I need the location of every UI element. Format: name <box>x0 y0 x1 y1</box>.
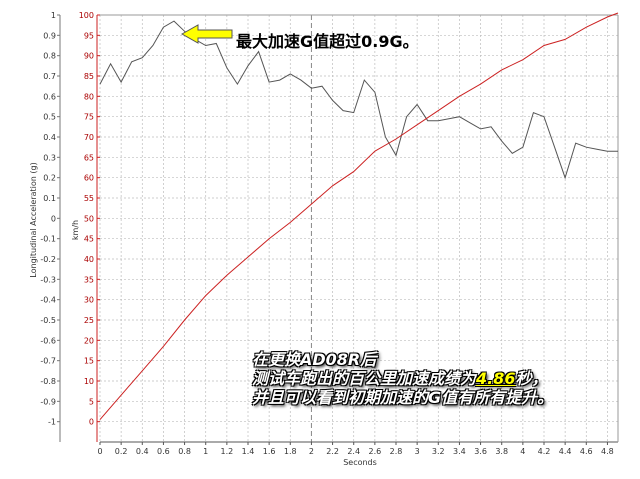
y-left-tick-label: 0.1 <box>43 194 56 203</box>
y-right-tick-label: 0 <box>89 418 94 427</box>
summary-time: 4.86 <box>476 369 516 388</box>
summary-line-2: 测试车跑出的百公里加速成绩为4.86秒， <box>252 369 553 388</box>
y-right-tick-label: 85 <box>84 72 94 81</box>
x-tick-label: 2 <box>309 447 314 456</box>
x-tick-label: 4.2 <box>538 447 551 456</box>
x-tick-label: 2.6 <box>368 447 381 456</box>
x-ticks: 0 0.2 0.4 0.6 0.8 1 1.2 1.4 1.6 1.8 2 2.2 2.4 2.6 2.8 3… <box>97 442 614 456</box>
yellow-arrow-icon <box>180 24 233 44</box>
y-right-tick-label: 100 <box>79 11 94 20</box>
y-right-axis-label: km/h <box>71 220 80 240</box>
y-left-tick-label: -0.3 <box>40 275 56 284</box>
summary-line-3: 并且可以看到初期加速的G值有所有提升。 <box>252 388 554 407</box>
x-tick-label: 3.8 <box>495 447 508 456</box>
x-tick-label: 1.2 <box>220 447 233 456</box>
y-right-ticks: 1009590858075706560555045403530252015105… <box>79 11 100 427</box>
x-tick-label: 2.2 <box>326 447 339 456</box>
y-left-tick-label: 0.9 <box>43 31 56 40</box>
y-right-tick-label: 30 <box>84 296 94 305</box>
y-right-tick-label: 10 <box>84 377 94 386</box>
x-tick-label: 3.2 <box>432 447 445 456</box>
y-right-tick-label: 75 <box>84 113 94 122</box>
y-right-tick-label: 20 <box>84 336 94 345</box>
annotation-arrow <box>180 24 233 44</box>
x-tick-label: 0.8 <box>178 447 191 456</box>
y-left-tick-label: 0.3 <box>43 153 56 162</box>
y-right-tick-label: 55 <box>84 194 94 203</box>
y-right-tick-label: 65 <box>84 153 94 162</box>
y-right-tick-label: 95 <box>84 31 94 40</box>
x-tick-label: 3.4 <box>453 447 466 456</box>
summary-line-2-pre: 测试车跑出的百公里加速成绩为 <box>252 369 477 388</box>
y-left-tick-label: 1 <box>51 11 56 20</box>
speed-series-line <box>99 12 619 420</box>
x-tick-label: 4.6 <box>580 447 593 456</box>
summary-line-1: 在更换AD08R后 <box>252 350 377 369</box>
x-tick-label: 0.6 <box>157 447 170 456</box>
x-tick-label: 1.4 <box>242 447 255 456</box>
x-axis-label: Seconds <box>343 458 377 467</box>
summary-annotation: 在更换AD08R后 测试车跑出的百公里加速成绩为4.86秒， 并且可以看到初期加… <box>252 350 553 407</box>
y-right-tick-label: 90 <box>84 52 94 61</box>
y-left-axis-label: Longitudinal Acceleration (g) <box>29 162 38 277</box>
grid <box>99 14 618 442</box>
y-right-tick-label: 40 <box>84 255 94 264</box>
x-tick-label: 4 <box>520 447 525 456</box>
x-tick-label: 4.4 <box>559 447 572 456</box>
y-left-tick-label: 0.5 <box>43 113 56 122</box>
y-right-tick-label: 15 <box>84 357 94 366</box>
x-tick-label: 4.8 <box>601 447 614 456</box>
y-right-tick-label: 25 <box>84 316 94 325</box>
y-left-tick-label: 0.2 <box>43 174 56 183</box>
y-left-tick-label: -0.1 <box>40 235 56 244</box>
x-tick-label: 0.2 <box>115 447 128 456</box>
y-left-tick-label: 0.8 <box>43 52 56 61</box>
y-right-tick-label: 35 <box>84 275 94 284</box>
summary-line-2-post: 秒， <box>515 369 548 388</box>
y-left-tick-label: -1 <box>48 418 56 427</box>
x-tick-label: 1.6 <box>263 447 276 456</box>
y-right-tick-label: 80 <box>84 92 94 101</box>
y-left-tick-label: -0.4 <box>40 296 56 305</box>
y-left-tick-label: -0.7 <box>40 357 56 366</box>
x-tick-label: 1 <box>203 447 208 456</box>
y-right-tick-label: 60 <box>84 174 94 183</box>
y-left-tick-label: 0.4 <box>43 133 56 142</box>
y-right-tick-label: 45 <box>84 235 94 244</box>
y-left-tick-label: -0.6 <box>40 336 56 345</box>
y-right-tick-label: 5 <box>89 397 94 406</box>
x-tick-label: 2.8 <box>390 447 403 456</box>
x-tick-label: 3.6 <box>474 447 487 456</box>
x-tick-label: 1.8 <box>284 447 297 456</box>
x-tick-label: 2.4 <box>347 447 360 456</box>
y-left-tick-label: 0 <box>51 214 56 223</box>
y-right-tick-label: 50 <box>84 214 94 223</box>
y-left-ticks: 1 0.9 0.8 0.7 0.6 0.5 0.4 0.3 0.2 0.1 0 -0.1 -0.2 -0.… <box>40 11 60 427</box>
y-left-tick-label: -0.5 <box>40 316 56 325</box>
peak-annotation: 最大加速G值超过0.9G。 <box>236 32 419 51</box>
plot-frame <box>59 14 619 443</box>
x-tick-label: 3 <box>415 447 420 456</box>
y-left-tick-label: -0.8 <box>40 377 56 386</box>
y-left-tick-label: -0.2 <box>40 255 56 264</box>
y-left-tick-label: 0.7 <box>43 72 56 81</box>
x-tick-label: 0 <box>97 447 102 456</box>
y-right-tick-label: 70 <box>84 133 94 142</box>
y-left-tick-label: -0.9 <box>40 397 56 406</box>
x-tick-label: 0.4 <box>136 447 149 456</box>
y-left-tick-label: 0.6 <box>43 92 56 101</box>
